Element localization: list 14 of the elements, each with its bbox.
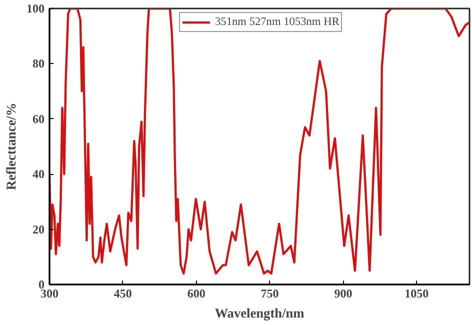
x-tick-label: 750 <box>260 286 279 300</box>
legend-label: 351nm 527nm 1053nm HR <box>215 15 340 29</box>
y-tick-label: 100 <box>26 2 44 16</box>
y-axis-title: Reflecttance/% <box>4 102 18 190</box>
x-axis-title: Wavelength/nm <box>214 306 304 320</box>
y-tick-label: 60 <box>32 112 44 126</box>
x-tick-label: 900 <box>334 286 352 300</box>
y-tick-label: 20 <box>32 222 44 236</box>
x-tick-label: 600 <box>187 286 206 300</box>
x-tick-label: 1050 <box>404 286 429 300</box>
y-tick-label: 40 <box>32 167 44 182</box>
line-series <box>50 8 470 275</box>
y-tick-label: 80 <box>32 56 44 71</box>
x-tick-label: 450 <box>114 286 132 300</box>
